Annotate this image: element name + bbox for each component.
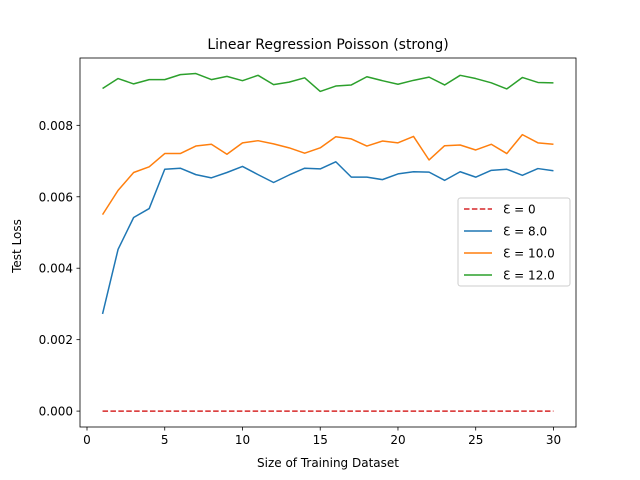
series-line-1	[101, 161, 554, 315]
x-tick-label: 30	[546, 433, 561, 447]
y-tick-label: 0.008	[39, 119, 73, 133]
chart-title: Linear Regression Poisson (strong)	[207, 37, 448, 53]
y-tick-label: 0.004	[39, 262, 73, 276]
x-tick-label: 5	[161, 433, 169, 447]
y-tick-label: 0.000	[39, 405, 73, 419]
x-axis-label: Size of Training Dataset	[257, 456, 399, 470]
legend-label-0: Ɛ = 0	[503, 203, 536, 217]
axes-frame	[79, 57, 577, 428]
x-tick-label: 10	[235, 433, 250, 447]
x-tick-label: 20	[390, 433, 405, 447]
x-tick-label: 0	[83, 433, 91, 447]
plot-area: 0 5 10 15 20 25 30 0.000 0.002 0.004 0.006 0.008	[39, 57, 577, 447]
legend-label-2: Ɛ = 10.0	[503, 247, 555, 261]
x-tick-label: 25	[468, 433, 483, 447]
legend-label-3: Ɛ = 12.0	[503, 269, 555, 283]
legend-label-1: Ɛ = 8.0	[503, 225, 547, 239]
y-tick-label: 0.002	[39, 333, 73, 347]
x-tick-label: 15	[313, 433, 328, 447]
series-line-3	[102, 72, 554, 93]
legend: Ɛ = 0 Ɛ = 8.0 Ɛ = 10.0 Ɛ = 12.0	[457, 197, 571, 287]
y-tick-label: 0.006	[39, 190, 73, 204]
y-axis-label: Test Loss	[10, 219, 24, 274]
series-line-2	[101, 133, 554, 216]
legend-box	[457, 197, 571, 287]
